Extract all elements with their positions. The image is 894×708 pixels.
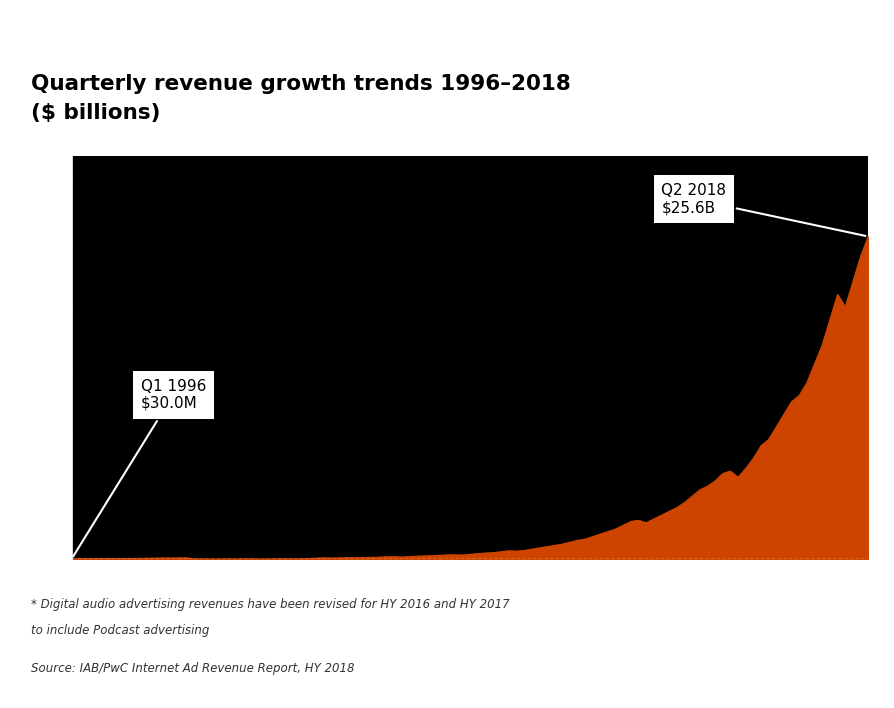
Text: * Digital audio advertising revenues have been revised for HY 2016 and HY 2017: * Digital audio advertising revenues hav… [31,598,510,611]
Text: Quarterly revenue growth trends 1996–2018: Quarterly revenue growth trends 1996–201… [31,74,570,94]
Text: Q2 2018
$25.6B: Q2 2018 $25.6B [661,183,864,236]
Text: Q1 1996
$30.0M: Q1 1996 $30.0M [73,379,206,556]
Text: Source: IAB/PwC Internet Ad Revenue Report, HY 2018: Source: IAB/PwC Internet Ad Revenue Repo… [31,662,354,675]
Text: ($ billions): ($ billions) [31,103,161,122]
Text: to include Podcast advertising: to include Podcast advertising [31,624,209,637]
